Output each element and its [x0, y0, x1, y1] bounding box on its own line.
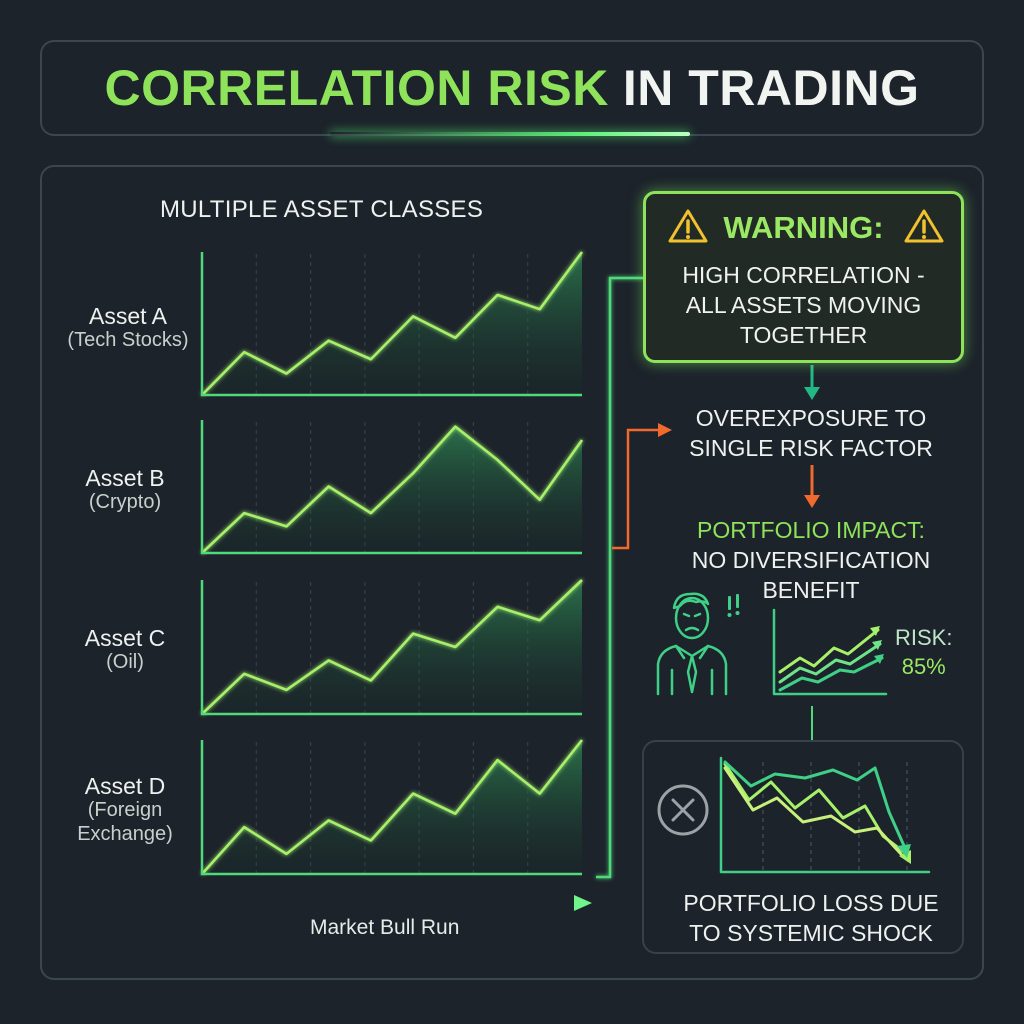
main-panel	[40, 165, 984, 980]
asset-sub: (Tech Stocks)	[67, 329, 189, 351]
title-rest: IN TRADING	[622, 60, 920, 116]
warning-line: ALL ASSETS MOVING	[685, 292, 922, 318]
section-title: MULTIPLE ASSET CLASSES	[160, 196, 484, 223]
asset-label-a: Asset A (Tech Stocks)	[48, 304, 208, 352]
rising-chart-icon	[772, 608, 888, 696]
risk-indicator: RISK: 85%	[895, 623, 952, 681]
asset-chart-d	[200, 739, 584, 876]
asset-name: Asset B	[85, 465, 165, 491]
asset-name: Asset C	[84, 625, 166, 651]
overexposure-line: OVEREXPOSURE TO	[695, 405, 927, 431]
impact-title: PORTFOLIO IMPACT:	[697, 517, 925, 543]
title-glow-line	[330, 132, 690, 136]
stressed-person-icon	[656, 592, 740, 696]
asset-sub: (Foreign	[87, 799, 163, 821]
close-circle-icon	[657, 784, 709, 836]
falling-chart-icon	[719, 756, 931, 874]
asset-sub: Exchange)	[77, 823, 173, 845]
loss-line: PORTFOLIO LOSS DUE	[683, 890, 939, 916]
title-panel: CORRELATION RISK IN TRADING	[40, 40, 984, 136]
warning-body: HIGH CORRELATION - ALL ASSETS MOVING TOG…	[646, 260, 961, 350]
impact-line: NO DIVERSIFICATION	[691, 547, 931, 573]
warning-line: TOGETHER	[739, 322, 868, 348]
asset-name: Asset D	[84, 773, 166, 799]
series-area	[202, 580, 582, 714]
series-line	[201, 579, 583, 715]
asset-label-c: Asset C (Oil)	[45, 626, 205, 674]
portfolio-impact-text: PORTFOLIO IMPACT: NO DIVERSIFICATION BEN…	[680, 515, 942, 605]
title-highlight: CORRELATION RISK	[104, 60, 609, 116]
chart-axes	[200, 420, 582, 555]
risk-label: RISK:	[895, 625, 953, 650]
asset-label-d: Asset D (Foreign Exchange)	[45, 774, 205, 846]
asset-label-b: Asset B (Crypto)	[45, 466, 205, 514]
asset-sub: (Oil)	[106, 651, 144, 673]
series-area	[202, 426, 582, 553]
warning-box: WARNING: HIGH CORRELATION - ALL ASSETS M…	[643, 191, 964, 363]
chart-axes	[200, 252, 582, 397]
loss-panel	[642, 740, 964, 954]
page-title: CORRELATION RISK IN TRADING	[42, 42, 982, 134]
overexposure-line: SINGLE RISK FACTOR	[689, 435, 933, 461]
risk-value: 85%	[901, 654, 946, 679]
asset-name: Asset A	[89, 303, 167, 329]
asset-chart-a	[200, 251, 584, 397]
overexposure-text: OVEREXPOSURE TO SINGLE RISK FACTOR	[680, 403, 942, 463]
warning-line: HIGH CORRELATION -	[682, 262, 925, 288]
asset-chart-b	[200, 420, 584, 555]
asset-chart-c	[200, 579, 583, 716]
bull-run-label: Market Bull Run	[310, 916, 460, 939]
warning-triangle-icon	[668, 209, 708, 243]
series-area	[202, 252, 582, 395]
warning-triangle-icon	[904, 209, 944, 243]
loss-text: PORTFOLIO LOSS DUE TO SYSTEMIC SHOCK	[673, 888, 949, 948]
chart-axes	[200, 740, 582, 876]
asset-sub: (Crypto)	[88, 491, 162, 513]
series-line	[201, 739, 584, 875]
series-line	[201, 251, 584, 396]
series-line	[201, 425, 584, 554]
warning-title: WARNING:	[723, 210, 884, 245]
chart-axes	[200, 580, 582, 716]
loss-line: TO SYSTEMIC SHOCK	[689, 920, 933, 946]
impact-line: BENEFIT	[762, 577, 860, 603]
